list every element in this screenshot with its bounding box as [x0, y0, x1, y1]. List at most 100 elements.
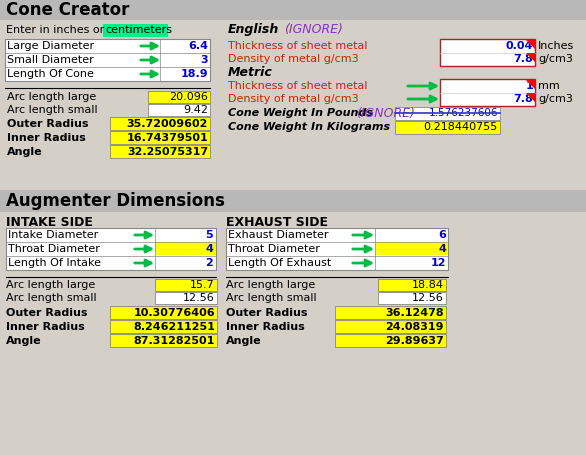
Text: Density of metal g/cm3: Density of metal g/cm3 — [228, 54, 359, 64]
Text: 8.246211251: 8.246211251 — [133, 322, 215, 332]
Polygon shape — [526, 93, 535, 102]
Text: Angle: Angle — [226, 336, 261, 346]
Text: g/cm3: g/cm3 — [538, 54, 573, 64]
Text: 7.8: 7.8 — [513, 94, 533, 104]
Bar — [110, 131, 210, 144]
Text: 2: 2 — [205, 258, 213, 268]
Bar — [378, 279, 446, 291]
Bar — [110, 334, 217, 347]
Text: 24.08319: 24.08319 — [386, 322, 444, 332]
Text: Large Diameter: Large Diameter — [7, 41, 94, 51]
Text: 6: 6 — [438, 230, 446, 240]
Polygon shape — [526, 40, 535, 49]
Bar — [0, 165, 586, 190]
Text: Outer Radius: Outer Radius — [226, 308, 308, 318]
Text: 4: 4 — [438, 244, 446, 254]
Text: 35.72009602: 35.72009602 — [127, 119, 208, 129]
Bar — [378, 292, 446, 304]
Bar — [0, 0, 586, 20]
Bar — [0, 190, 586, 212]
Text: Enter in inches or: Enter in inches or — [6, 25, 108, 35]
Polygon shape — [526, 80, 535, 89]
Text: mm: mm — [538, 81, 560, 91]
Bar — [440, 79, 535, 106]
Text: 15.7: 15.7 — [190, 280, 215, 290]
Bar — [110, 306, 217, 319]
Bar — [395, 107, 500, 120]
Text: Arc length large: Arc length large — [7, 92, 96, 102]
Text: Outer Radius: Outer Radius — [7, 119, 88, 129]
Bar — [335, 334, 446, 347]
Bar — [155, 279, 217, 291]
Text: 0.04: 0.04 — [506, 41, 533, 51]
Text: 16.74379501: 16.74379501 — [126, 133, 208, 143]
Bar — [110, 117, 210, 130]
Text: Angle: Angle — [7, 147, 43, 157]
Text: Length Of Intake: Length Of Intake — [8, 258, 101, 268]
Text: Arc length large: Arc length large — [6, 280, 96, 290]
Text: Cone Weight In Pounds: Cone Weight In Pounds — [228, 108, 373, 118]
Text: Cone Weight In Kilograms: Cone Weight In Kilograms — [228, 122, 390, 132]
Text: Inner Radius: Inner Radius — [226, 322, 305, 332]
Bar — [226, 228, 448, 270]
Bar — [155, 242, 216, 255]
Text: 1.576237606: 1.576237606 — [428, 108, 498, 118]
Bar — [110, 320, 217, 333]
Bar — [148, 91, 210, 103]
Text: Throat Diameter: Throat Diameter — [228, 244, 320, 254]
Bar — [103, 24, 168, 37]
Bar — [6, 228, 216, 270]
Text: Inner Radius: Inner Radius — [7, 133, 86, 143]
Bar — [375, 242, 448, 255]
Bar — [155, 292, 217, 304]
Text: 0.218440755: 0.218440755 — [424, 122, 498, 132]
Bar — [335, 306, 446, 319]
Text: 12.56: 12.56 — [412, 293, 444, 303]
Text: 10.30776406: 10.30776406 — [134, 308, 215, 318]
Bar — [440, 39, 535, 66]
Text: 12.56: 12.56 — [183, 293, 215, 303]
Polygon shape — [526, 53, 535, 62]
Text: Arc length small: Arc length small — [6, 293, 97, 303]
Text: 18.9: 18.9 — [180, 69, 208, 79]
Text: 6.4: 6.4 — [188, 41, 208, 51]
Text: 12: 12 — [431, 258, 446, 268]
Text: English: English — [228, 24, 280, 36]
Text: Inner Radius: Inner Radius — [6, 322, 85, 332]
Text: Throat Diameter: Throat Diameter — [8, 244, 100, 254]
Text: 20.096: 20.096 — [169, 92, 208, 102]
Text: Thickness of sheet metal: Thickness of sheet metal — [228, 41, 367, 51]
Bar — [0, 212, 586, 455]
Text: 4: 4 — [205, 244, 213, 254]
Text: Length Of Exhaust: Length Of Exhaust — [228, 258, 331, 268]
Bar — [5, 39, 210, 81]
Text: 29.89637: 29.89637 — [385, 336, 444, 346]
Text: g/cm3: g/cm3 — [538, 94, 573, 104]
Text: 36.12478: 36.12478 — [386, 308, 444, 318]
Text: 18.84: 18.84 — [412, 280, 444, 290]
Text: Thickness of sheet metal: Thickness of sheet metal — [228, 81, 367, 91]
Text: Metric: Metric — [228, 66, 272, 80]
Text: Inches: Inches — [538, 41, 574, 51]
Text: EXHAUST SIDE: EXHAUST SIDE — [226, 216, 328, 228]
Text: Small Diameter: Small Diameter — [7, 55, 94, 65]
Text: Cone Creator: Cone Creator — [6, 1, 130, 19]
Text: 32.25075317: 32.25075317 — [127, 147, 208, 157]
Text: Length Of Cone: Length Of Cone — [7, 69, 94, 79]
Text: (IGNORE): (IGNORE) — [284, 24, 343, 36]
Bar — [148, 104, 210, 116]
Text: Intake Diameter: Intake Diameter — [8, 230, 98, 240]
Text: 87.31282501: 87.31282501 — [134, 336, 215, 346]
Bar — [0, 20, 586, 215]
Text: 3: 3 — [200, 55, 208, 65]
Text: Exhaust Diameter: Exhaust Diameter — [228, 230, 329, 240]
Bar — [395, 121, 500, 134]
Text: 7.8: 7.8 — [513, 54, 533, 64]
Text: 9.42: 9.42 — [183, 105, 208, 115]
Text: 1: 1 — [525, 81, 533, 91]
Text: Arc length small: Arc length small — [226, 293, 316, 303]
Text: Augmenter Dimensions: Augmenter Dimensions — [6, 192, 225, 210]
Text: Outer Radius: Outer Radius — [6, 308, 87, 318]
Text: Arc length small: Arc length small — [7, 105, 98, 115]
Bar — [335, 320, 446, 333]
